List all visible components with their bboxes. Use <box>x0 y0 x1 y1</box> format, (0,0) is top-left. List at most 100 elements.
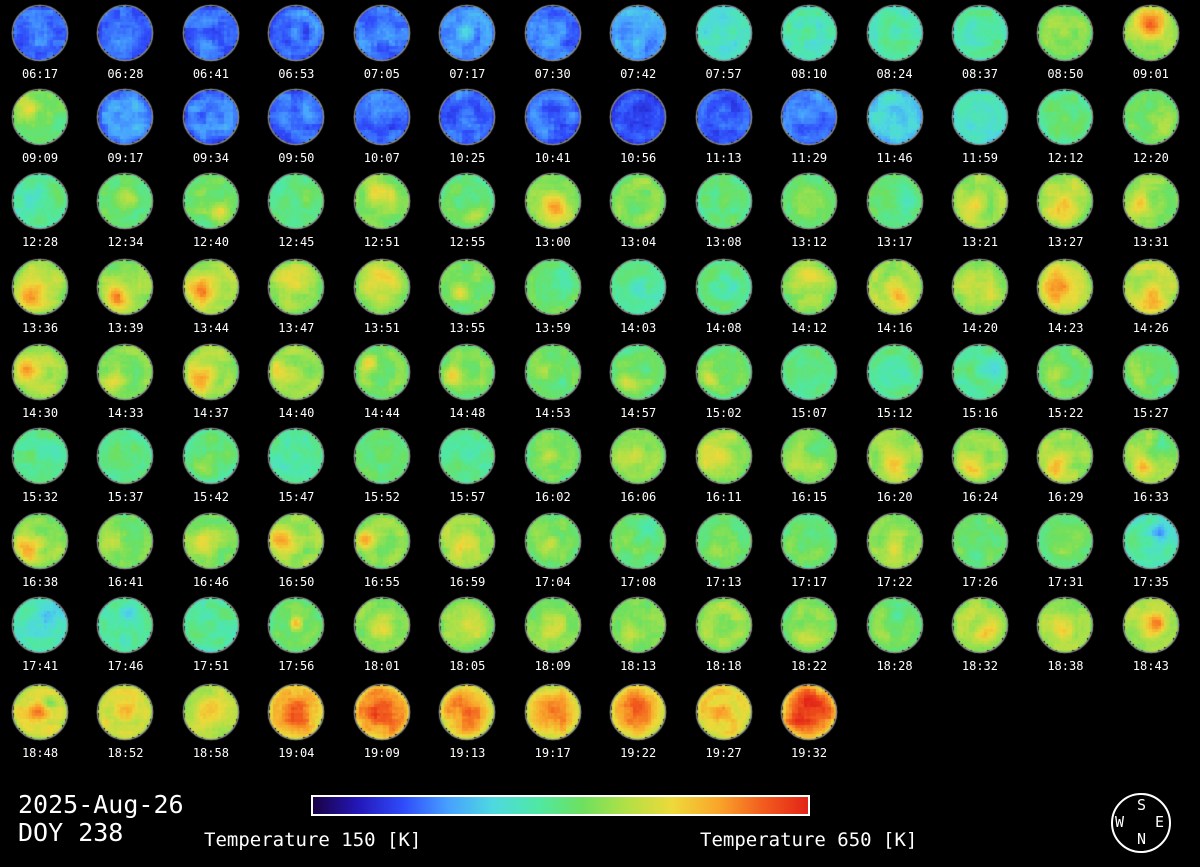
disk-time-label: 14:33 <box>107 406 144 420</box>
disk-time-label: 14:53 <box>534 406 571 420</box>
disk-cell: 16:55 <box>342 512 422 588</box>
disk-time-label: 08:10 <box>790 67 828 81</box>
thermal-disk-image <box>780 4 839 62</box>
thermal-disk-image <box>11 512 69 570</box>
disk-cell: 17:26 <box>940 512 1020 588</box>
thermal-disk-image <box>523 4 582 62</box>
thermal-disk-image <box>438 683 497 741</box>
disk-cell: 08:50 <box>1025 4 1105 80</box>
thermal-disk-image <box>11 596 69 654</box>
disk-time-label: 12:40 <box>192 235 229 249</box>
disk-cell: 16:11 <box>684 427 764 503</box>
disk-cell: 14:33 <box>85 343 165 419</box>
disk-time-label: 14:26 <box>1132 321 1169 335</box>
disk-cell: 14:37 <box>171 343 251 419</box>
thermal-disk-image <box>181 683 240 741</box>
disk-time-label: 13:00 <box>534 235 571 249</box>
disk-time-label: 10:25 <box>449 151 486 165</box>
disk-cell: 15:47 <box>256 427 336 503</box>
disk-cell: 13:44 <box>171 258 251 334</box>
disk-cell: 19:17 <box>513 683 593 759</box>
disk-time-label: 07:57 <box>705 67 742 81</box>
disk-time-label: 14:23 <box>1047 321 1084 335</box>
disk-time-label: 08:50 <box>1047 67 1084 81</box>
disk-time-label: 06:17 <box>21 67 59 81</box>
disk-time-label: 12:55 <box>449 235 486 249</box>
disk-cell: 14:12 <box>769 258 849 334</box>
disk-cell: 13:51 <box>342 258 422 334</box>
disk-cell: 12:40 <box>171 172 251 248</box>
disk-cell: 18:52 <box>85 683 165 759</box>
disk-time-label: 13:36 <box>21 321 59 335</box>
disk-time-label: 07:17 <box>449 67 486 81</box>
disk-cell: 15:32 <box>0 427 80 503</box>
disk-cell: 16:02 <box>513 427 593 503</box>
thermal-disk-image <box>96 427 155 485</box>
disk-time-label: 16:59 <box>449 575 486 589</box>
thermal-disk-image <box>780 88 839 146</box>
disk-time-label: 07:05 <box>363 67 400 81</box>
thermal-disk-image <box>1036 596 1095 654</box>
disk-time-label: 16:24 <box>961 490 998 504</box>
thermal-disk-image <box>865 4 924 62</box>
disk-time-label: 15:57 <box>449 490 486 504</box>
disk-time-label: 18:01 <box>363 659 400 673</box>
disk-cell: 12:28 <box>0 172 80 248</box>
thermal-disk-image <box>352 343 411 401</box>
disk-time-label: 12:12 <box>1047 151 1084 165</box>
thermal-disk-image <box>1121 88 1180 146</box>
thermal-disk-image <box>181 343 240 401</box>
thermal-disk-image <box>694 427 753 485</box>
thermal-disk-image <box>694 512 753 570</box>
disk-cell: 17:22 <box>855 512 935 588</box>
disk-cell: 14:23 <box>1025 258 1105 334</box>
disk-time-label: 13:12 <box>790 235 828 249</box>
disk-cell: 09:17 <box>85 88 165 164</box>
disk-time-label: 14:20 <box>961 321 998 335</box>
disk-cell: 16:29 <box>1025 427 1105 503</box>
thermal-disk-image <box>438 427 497 485</box>
disk-time-label: 15:37 <box>107 490 144 504</box>
disk-cell: 15:57 <box>427 427 507 503</box>
disk-time-label: 18:38 <box>1047 659 1084 673</box>
compass-south-label: S <box>1136 796 1148 814</box>
disk-cell: 09:01 <box>1111 4 1191 80</box>
thermal-disk-image <box>1121 427 1180 485</box>
disk-time-label: 13:47 <box>278 321 315 335</box>
disk-cell: 17:08 <box>598 512 678 588</box>
disk-time-label: 10:07 <box>363 151 400 165</box>
disk-time-label: 16:02 <box>534 490 571 504</box>
thermal-disk-image <box>780 596 839 654</box>
thermal-disk-image <box>694 258 753 316</box>
thermal-disk-image <box>1121 258 1180 316</box>
thermal-disk-image <box>352 4 411 62</box>
thermal-disk-image <box>11 427 69 485</box>
thermal-disk-image <box>1121 172 1180 230</box>
disk-cell: 19:13 <box>427 683 507 759</box>
disk-cell: 18:05 <box>427 596 507 672</box>
compass-north-label: N <box>1136 830 1148 848</box>
thermal-disk-image <box>267 512 326 570</box>
disk-cell: 09:09 <box>0 88 80 164</box>
disk-time-label: 13:59 <box>534 321 571 335</box>
thermal-disk-image <box>523 596 582 654</box>
thermal-disk-image <box>96 88 155 146</box>
thermal-disk-image <box>609 88 668 146</box>
disk-time-label: 14:08 <box>705 321 742 335</box>
disk-cell: 18:48 <box>0 683 80 759</box>
thermal-disk-image <box>352 512 411 570</box>
compass-rose: S E N W <box>1111 793 1171 853</box>
thermal-disk-image <box>181 4 240 62</box>
thermal-disk-image <box>780 427 839 485</box>
disk-cell: 19:09 <box>342 683 422 759</box>
thermal-disk-image <box>1036 512 1095 570</box>
thermal-disk-image <box>438 172 497 230</box>
disk-cell: 10:41 <box>513 88 593 164</box>
disk-cell: 14:48 <box>427 343 507 419</box>
disk-time-label: 11:59 <box>961 151 998 165</box>
disk-time-label: 18:52 <box>107 746 144 760</box>
thermal-disk-image <box>267 88 326 146</box>
disk-time-label: 13:17 <box>876 235 913 249</box>
thermal-disk-image <box>523 172 582 230</box>
thermal-disk-image <box>11 88 69 146</box>
